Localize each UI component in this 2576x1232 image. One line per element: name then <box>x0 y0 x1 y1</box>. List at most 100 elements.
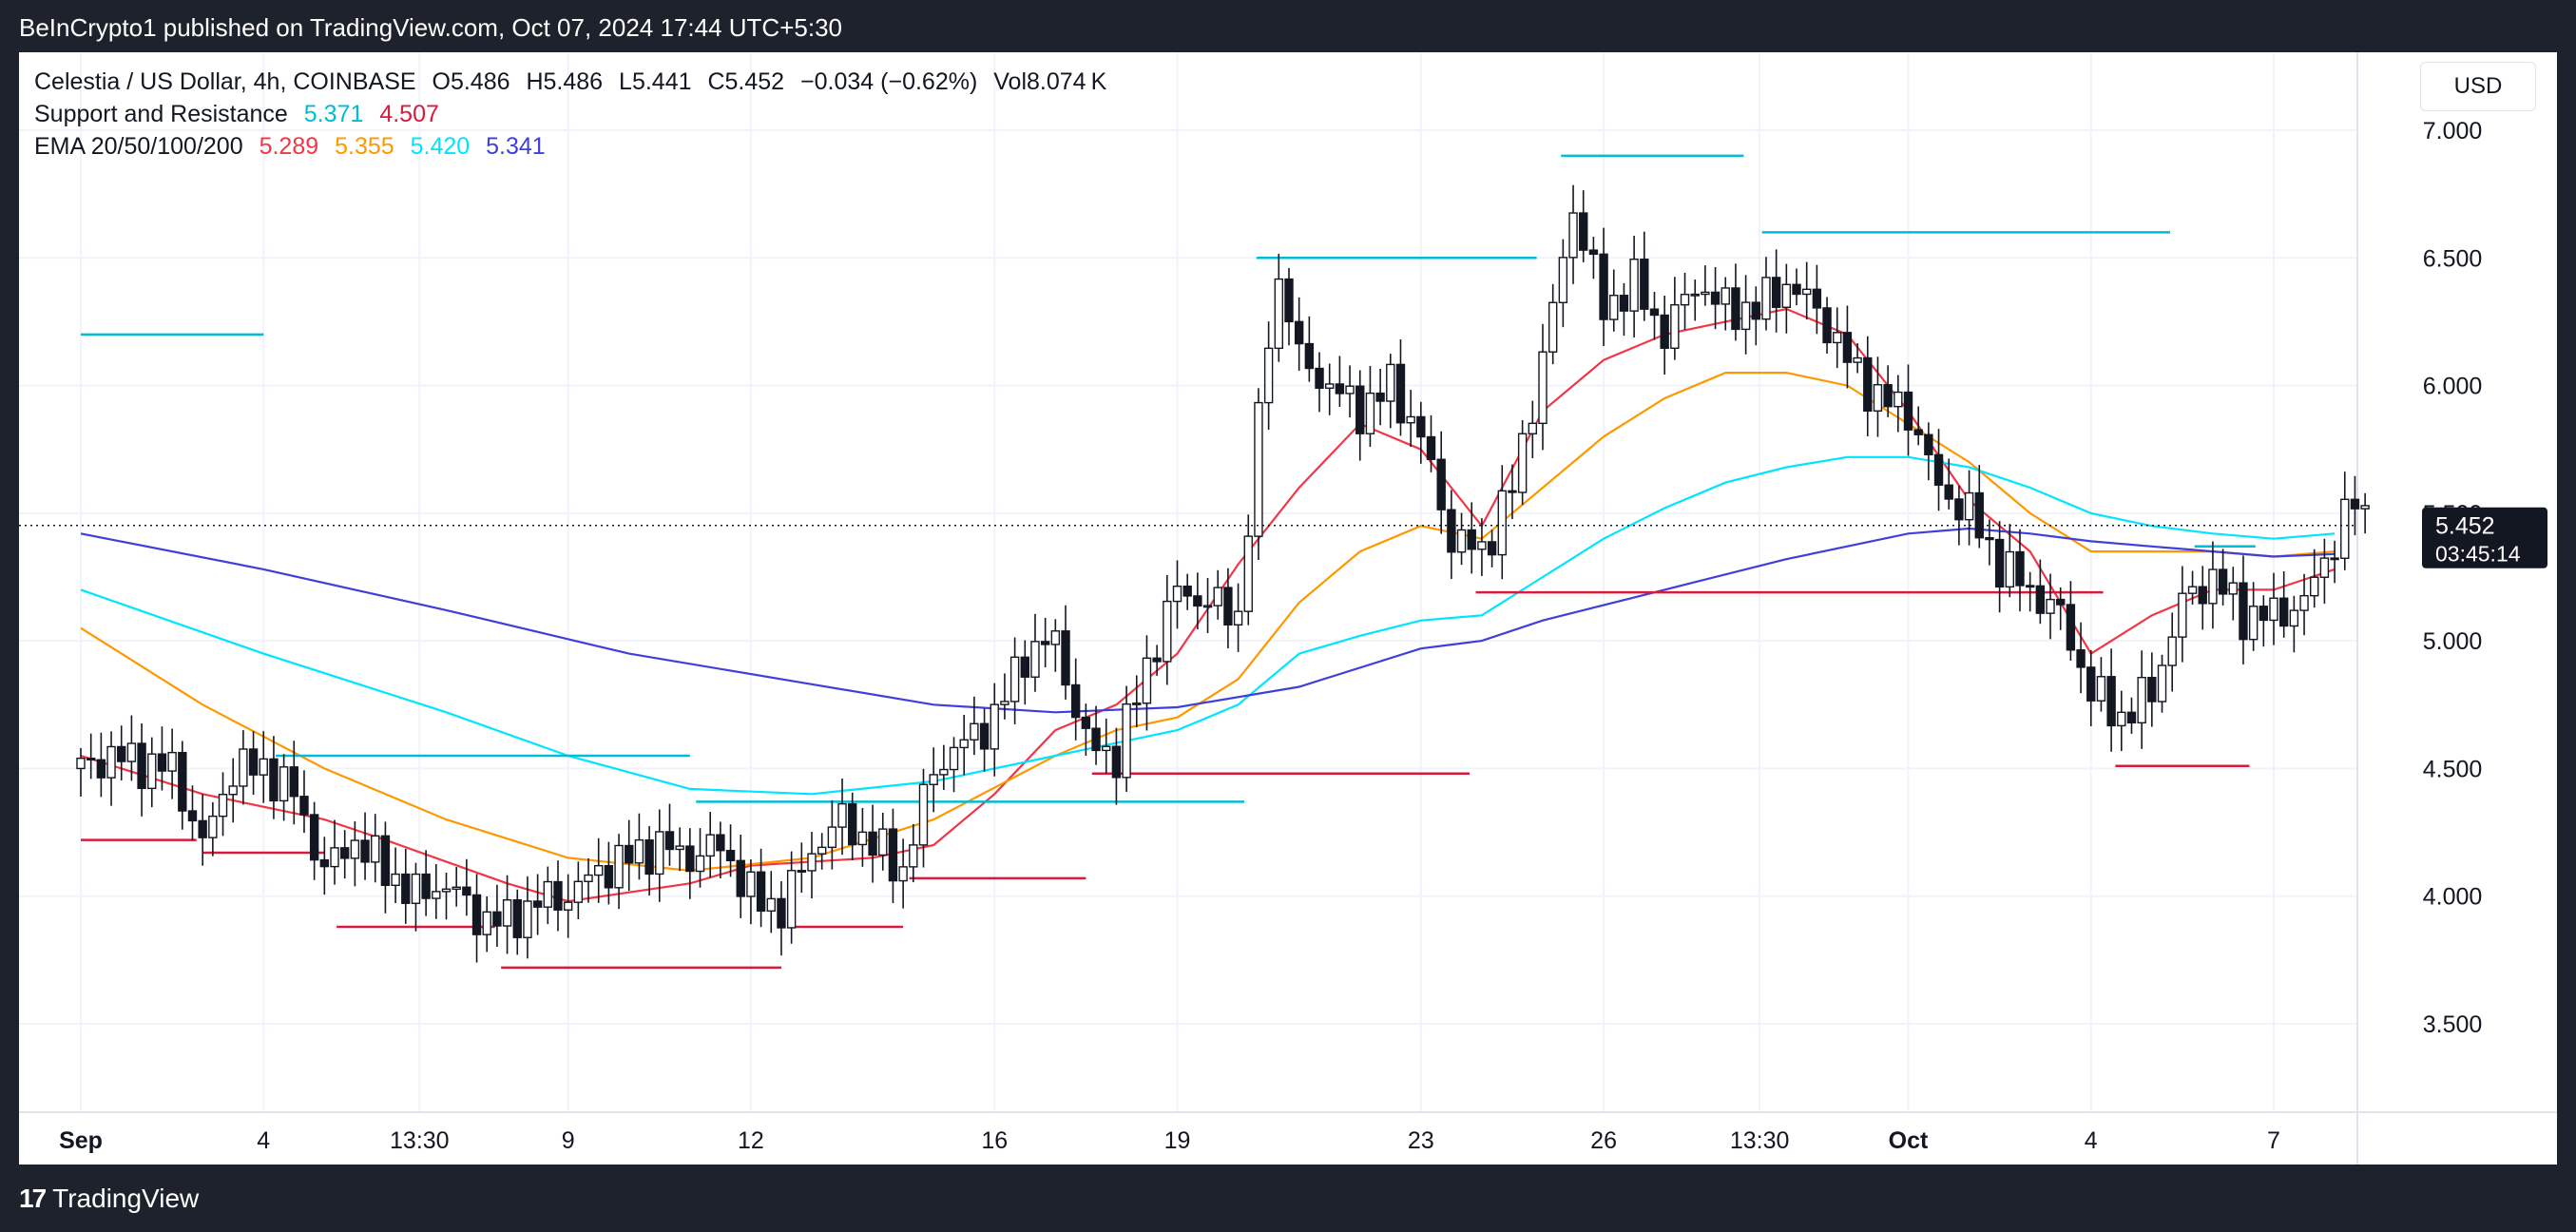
candle-down <box>2076 649 2086 668</box>
candle-down <box>1933 453 1944 486</box>
candle-up <box>76 757 86 770</box>
candle-down <box>1040 641 1050 645</box>
candle-up <box>1680 294 1690 306</box>
candle-down <box>2218 568 2228 595</box>
candle-down <box>1508 490 1517 493</box>
candle-up <box>259 758 268 776</box>
legend-symbol-row: Celestia / US Dollar, 4h, COINBASE O5.48… <box>34 66 1106 98</box>
candle-down <box>117 745 126 762</box>
candle-up <box>1263 347 1274 404</box>
candle-down <box>1599 253 1608 320</box>
candle-down <box>269 758 279 802</box>
candle-down <box>1649 308 1660 317</box>
candle-up <box>2319 557 2330 578</box>
candle-down <box>1294 320 1304 345</box>
candle-down <box>1081 716 1091 729</box>
candle-down <box>1193 595 1202 607</box>
ema-indicator-label[interactable]: EMA 20/50/100/200 <box>34 133 243 160</box>
candle-down <box>1315 367 1324 389</box>
price-tick-label: 3.500 <box>2423 1011 2483 1038</box>
candle-down <box>848 802 857 846</box>
candle-up <box>432 891 441 899</box>
tradingview-brand: TradingView <box>52 1184 200 1213</box>
legend-sr-row: Support and Resistance 5.371 4.507 <box>34 98 1106 130</box>
time-tick-label: 19 <box>1164 1127 1191 1154</box>
last-price-tag[interactable] <box>2422 507 2547 568</box>
candle-down <box>462 886 471 896</box>
candle-down <box>532 900 543 908</box>
symbol-name[interactable]: Celestia / US Dollar, 4h, COINBASE <box>34 68 416 95</box>
time-tick-label: Oct <box>1889 1127 1929 1154</box>
candle-down <box>2259 606 2269 622</box>
candle-down <box>1020 656 1029 678</box>
candle-up <box>1517 433 1528 493</box>
low-value: L5.441 <box>619 68 692 95</box>
candle-up <box>939 768 949 776</box>
candle-up <box>2208 568 2218 605</box>
candle-up <box>482 911 491 935</box>
candle-up <box>208 815 218 838</box>
candle-up <box>675 845 684 851</box>
candle-up <box>279 766 289 802</box>
candle-up <box>543 880 553 908</box>
candle-up <box>909 844 918 868</box>
candle-down <box>1304 342 1315 370</box>
candle-up <box>1873 384 1883 412</box>
candle-up <box>1172 586 1182 603</box>
candle-up <box>1213 587 1222 606</box>
candle-up <box>1132 703 1142 705</box>
candle-up <box>563 901 573 911</box>
candle-down <box>1284 278 1294 323</box>
tradingview-logo[interactable]: 17 TradingView <box>19 1184 199 1214</box>
candle-up <box>330 847 339 868</box>
candle-down <box>289 766 298 798</box>
candle-down <box>685 845 695 873</box>
price-tick-label: 6.000 <box>2423 374 2483 400</box>
candle-down <box>2015 550 2025 587</box>
candle-down <box>1903 391 1913 431</box>
candle-up <box>2117 711 2126 727</box>
candle-up <box>970 722 979 741</box>
candle-up <box>239 748 248 787</box>
candle-down <box>716 834 725 852</box>
time-tick-label: 13:30 <box>390 1127 450 1154</box>
candle-up <box>167 751 177 772</box>
candle-down <box>1822 307 1832 344</box>
candle-down <box>888 828 898 882</box>
candle-up <box>2137 676 2146 724</box>
sr-indicator-label[interactable]: Support and Resistance <box>34 101 288 127</box>
candle-down <box>725 850 736 862</box>
ema50-value: 5.355 <box>335 133 394 160</box>
time-tick-label: 23 <box>1408 1127 1434 1154</box>
candle-down <box>2035 585 2046 614</box>
candle-down <box>1111 745 1122 779</box>
candle-up <box>1202 605 1213 608</box>
candle-down <box>553 880 563 911</box>
candle-down <box>1426 435 1436 460</box>
candle-down <box>1487 541 1497 556</box>
chart-panel[interactable]: 7.0006.5006.0005.5005.0004.5004.0003.500… <box>19 52 2557 1165</box>
candle-up <box>929 774 938 785</box>
candlestick-chart[interactable]: 7.0006.5006.0005.5005.0004.5004.0003.500… <box>19 52 2557 1165</box>
candle-down <box>1579 212 1588 251</box>
candle-down <box>1335 383 1345 395</box>
time-tick-label: 9 <box>562 1127 575 1154</box>
candle-up <box>1497 490 1507 556</box>
candle-up <box>1163 600 1172 663</box>
candle-up <box>2046 598 2055 614</box>
candle-up <box>817 846 827 855</box>
candle-down <box>1944 484 1953 500</box>
candle-down <box>157 753 167 772</box>
currency-button[interactable]: USD <box>2420 62 2536 111</box>
sr-value-support: 4.507 <box>379 101 439 127</box>
sr-value-resistance: 5.371 <box>303 101 364 127</box>
candle-down <box>2066 604 2076 651</box>
ema200-value: 5.341 <box>486 133 546 160</box>
candle-up <box>807 853 817 872</box>
candle-up <box>1345 385 1355 395</box>
candle-up <box>655 831 664 876</box>
ema20-value: 5.289 <box>259 133 319 160</box>
candle-up <box>2340 498 2350 559</box>
candle-up <box>2157 664 2167 703</box>
candle-up <box>523 900 532 938</box>
